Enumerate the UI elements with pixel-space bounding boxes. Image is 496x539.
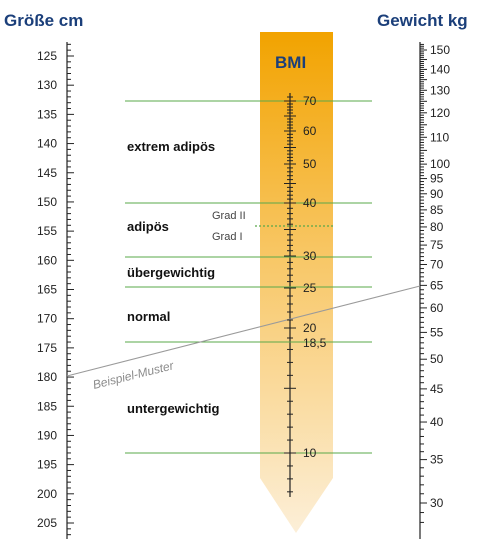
height-tick-label: 140 bbox=[37, 137, 57, 151]
bmi-tick-label: 20 bbox=[303, 321, 317, 335]
bmi-tick-label: 70 bbox=[303, 94, 317, 108]
bmi-tick-label: 30 bbox=[303, 249, 317, 263]
weight-tick-label: 60 bbox=[430, 301, 444, 315]
weight-tick-label: 110 bbox=[430, 130, 449, 144]
height-tick-label: 200 bbox=[37, 487, 57, 501]
zone-lines bbox=[125, 100, 372, 454]
weight-tick-label: 85 bbox=[430, 203, 444, 217]
zone-label-normal: normal bbox=[127, 309, 170, 324]
bmi-tick-label: 25 bbox=[303, 281, 317, 295]
weight-tick-label: 75 bbox=[430, 238, 444, 252]
weight-tick-label: 40 bbox=[430, 415, 444, 429]
height-tick-label: 130 bbox=[37, 78, 57, 92]
example-line bbox=[66, 285, 421, 377]
height-tick-label: 190 bbox=[37, 428, 57, 442]
height-axis-ticks: 125 130 135 140 145 150 155 160 165 170 175 180 185 1… bbox=[37, 43, 74, 536]
bmi-title: BMI bbox=[275, 53, 306, 72]
weight-tick-label: 150 bbox=[430, 43, 450, 57]
bmi-tick-label: 50 bbox=[303, 157, 317, 171]
weight-tick-label: 30 bbox=[430, 496, 444, 510]
weight-tick-label: 90 bbox=[430, 187, 444, 201]
zone-label-adipoes: adipös bbox=[127, 219, 169, 234]
weight-tick-label: 120 bbox=[430, 106, 450, 120]
height-tick-label: 185 bbox=[37, 399, 57, 413]
height-tick-label: 170 bbox=[37, 312, 57, 326]
height-tick-label: 150 bbox=[37, 195, 57, 209]
weight-tick-label: 45 bbox=[430, 382, 444, 396]
height-tick-label: 125 bbox=[37, 49, 57, 63]
weight-tick-label: 35 bbox=[430, 453, 444, 467]
weight-tick-label: 130 bbox=[430, 83, 450, 97]
bmi-tick-label: 40 bbox=[303, 196, 317, 210]
weight-tick-label: 140 bbox=[430, 62, 450, 76]
height-tick-label: 205 bbox=[37, 516, 57, 530]
height-tick-label: 165 bbox=[37, 283, 57, 297]
bmi-tick-label: 18,5 bbox=[303, 336, 327, 350]
height-tick-label: 135 bbox=[37, 107, 57, 121]
grade-label-2: Grad II bbox=[212, 210, 246, 222]
weight-tick-label: 95 bbox=[430, 172, 444, 186]
height-tick-label: 180 bbox=[37, 370, 57, 384]
zone-label-extrem-adipoes: extrem adipös bbox=[127, 139, 215, 154]
bmi-tick-label: 60 bbox=[303, 124, 317, 138]
bmi-tick-label: 10 bbox=[303, 446, 317, 460]
height-tick-label: 145 bbox=[37, 166, 57, 180]
weight-tick-label: 55 bbox=[430, 325, 444, 339]
weight-tick-label: 80 bbox=[430, 220, 444, 234]
weight-tick-label: 65 bbox=[430, 278, 444, 292]
grade-label-1: Grad I bbox=[212, 231, 243, 243]
weight-axis-title: Gewicht kg bbox=[377, 11, 468, 30]
example-label: Beispiel-Muster bbox=[91, 358, 176, 392]
height-tick-label: 160 bbox=[37, 253, 57, 267]
height-tick-label: 155 bbox=[37, 224, 57, 238]
zone-label-uebergewichtig: übergewichtig bbox=[127, 265, 215, 280]
weight-tick-label: 100 bbox=[430, 157, 450, 171]
height-tick-label: 195 bbox=[37, 458, 57, 472]
height-axis-title: Größe cm bbox=[4, 11, 83, 30]
weight-tick-label: 70 bbox=[430, 258, 444, 272]
bmi-arrow bbox=[260, 32, 333, 533]
zone-label-untergewichtig: untergewichtig bbox=[127, 401, 220, 416]
height-tick-label: 175 bbox=[37, 341, 57, 355]
weight-tick-label: 50 bbox=[430, 352, 444, 366]
